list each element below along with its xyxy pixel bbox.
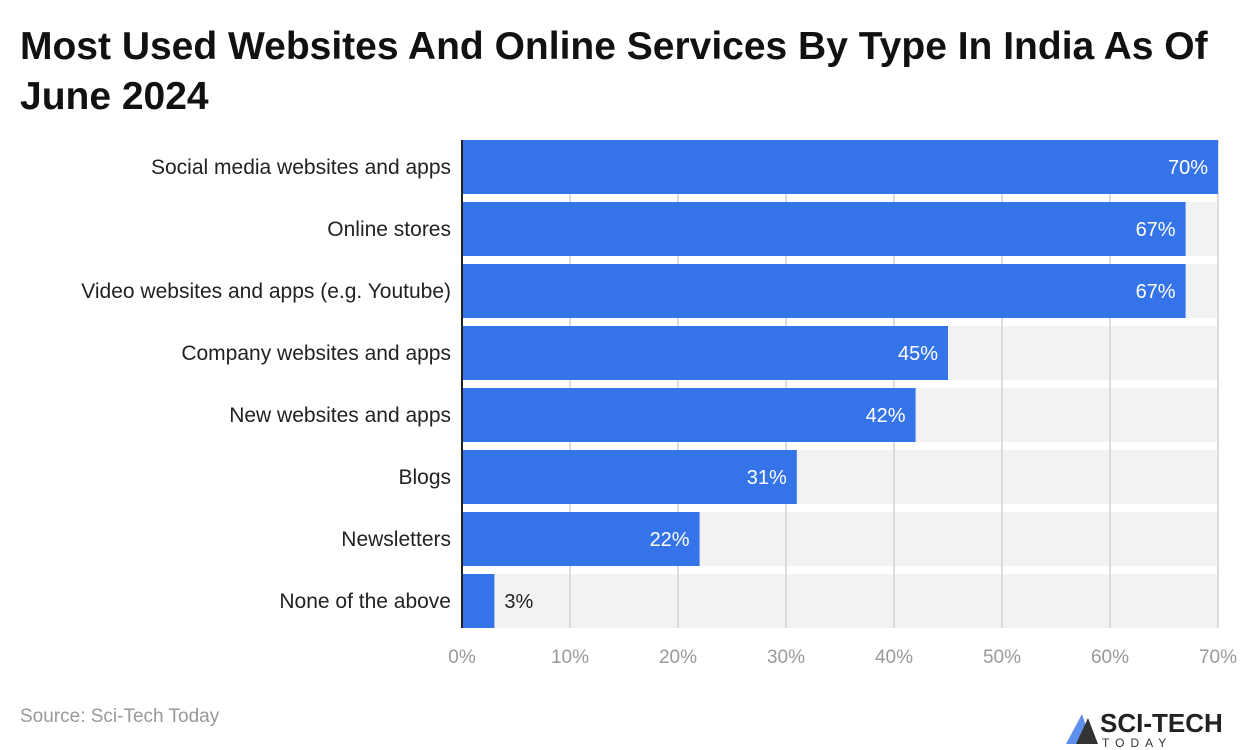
bar [462, 512, 700, 566]
category-label: Social media websites and apps [151, 156, 451, 179]
bar [462, 574, 495, 628]
source-text: Source: Sci-Tech Today [20, 706, 220, 727]
sci-tech-today-logo: SCI-TECH TODAY [1066, 708, 1223, 748]
bar [462, 264, 1186, 318]
category-label: Newsletters [341, 528, 451, 551]
row-background [462, 574, 1218, 628]
bar-chart: 0% 10% 20% 30% 40% 50% 60% 70% Social media webs… [81, 140, 1237, 668]
bar [462, 202, 1186, 256]
category-label: Online stores [327, 218, 451, 241]
bar [462, 326, 948, 380]
data-label: 31% [747, 467, 787, 489]
data-label: 67% [1136, 281, 1176, 303]
bar [462, 388, 916, 442]
data-label: 45% [898, 343, 938, 365]
category-label: New websites and apps [229, 404, 451, 427]
x-tick-label: 10% [551, 647, 589, 668]
x-tick-label: 40% [875, 647, 913, 668]
category-label: None of the above [279, 590, 451, 613]
data-label: 22% [650, 529, 690, 551]
x-tick-label: 50% [983, 647, 1021, 668]
bar [462, 450, 797, 504]
x-tick-label: 30% [767, 647, 805, 668]
data-label: 3% [504, 591, 533, 613]
category-label: Video websites and apps (e.g. Youtube) [81, 280, 451, 303]
x-tick-label: 60% [1091, 647, 1129, 668]
data-label: 42% [866, 405, 906, 427]
x-tick-label: 20% [659, 647, 697, 668]
category-label: Company websites and apps [181, 342, 451, 365]
x-tick-label: 0% [448, 647, 476, 668]
data-label: 70% [1168, 157, 1208, 179]
svg-text:SCI-TECH: SCI-TECH [1100, 708, 1223, 738]
svg-text:TODAY: TODAY [1102, 736, 1172, 748]
bar [462, 140, 1218, 194]
chart-title: Most Used Websites And Online Services B… [20, 25, 1208, 118]
data-label: 67% [1136, 219, 1176, 241]
category-label: Blogs [398, 466, 451, 489]
x-tick-label: 70% [1199, 647, 1237, 668]
